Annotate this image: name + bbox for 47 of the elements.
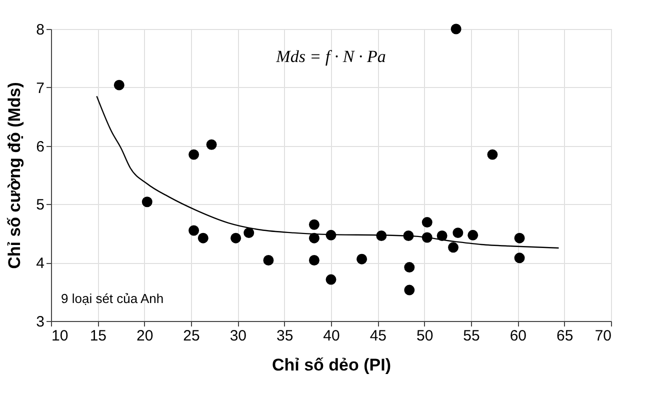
x-tick-label: 25 [183, 328, 200, 344]
x-tick-label: 50 [416, 328, 434, 344]
y-tick-label: 8 [36, 22, 44, 38]
point [448, 242, 459, 253]
point [142, 196, 152, 208]
x-tick-label: 10 [52, 328, 68, 344]
point [198, 232, 208, 244]
point [308, 232, 320, 244]
point [326, 274, 336, 285]
x-tick-label: 15 [90, 328, 107, 344]
annotation: 9 loại sét của Anh [61, 291, 164, 306]
point [188, 225, 200, 236]
x-tick-label: 35 [276, 328, 294, 344]
point [114, 80, 124, 90]
point [452, 228, 464, 238]
point [356, 254, 368, 264]
x-tick-label: 30 [230, 328, 247, 344]
x-tick-label: 20 [136, 328, 154, 344]
point [404, 262, 415, 273]
point [422, 217, 432, 228]
y-tick-label: 4 [36, 255, 44, 272]
x-axis-title: Chỉ số dẻo (PI) [272, 356, 391, 374]
point [263, 255, 274, 266]
point [230, 232, 242, 244]
x-tick-label: 40 [323, 328, 340, 344]
point [188, 149, 200, 160]
point [308, 255, 320, 266]
point [514, 232, 525, 244]
point [468, 230, 478, 240]
point [450, 24, 462, 34]
x-tick-label: 70 [594, 328, 612, 344]
annotation: Mds = f · N · Pa [275, 47, 386, 66]
point [514, 252, 525, 264]
x-tick-label: 65 [556, 328, 574, 344]
point [487, 149, 498, 160]
point [404, 284, 415, 296]
x-tick-label: 45 [370, 328, 387, 344]
y-axis-title: Chỉ số cường độ (Mds) [5, 82, 24, 269]
y-tick-label: 5 [36, 196, 44, 214]
y-tick-label: 6 [36, 138, 44, 156]
x-tick-label: 60 [510, 328, 527, 344]
y-tick-label: 3 [36, 314, 44, 330]
point [244, 228, 254, 238]
point [308, 219, 320, 230]
point [206, 139, 217, 150]
y-tick-label: 7 [36, 80, 44, 97]
x-tick-label: 55 [463, 328, 480, 344]
